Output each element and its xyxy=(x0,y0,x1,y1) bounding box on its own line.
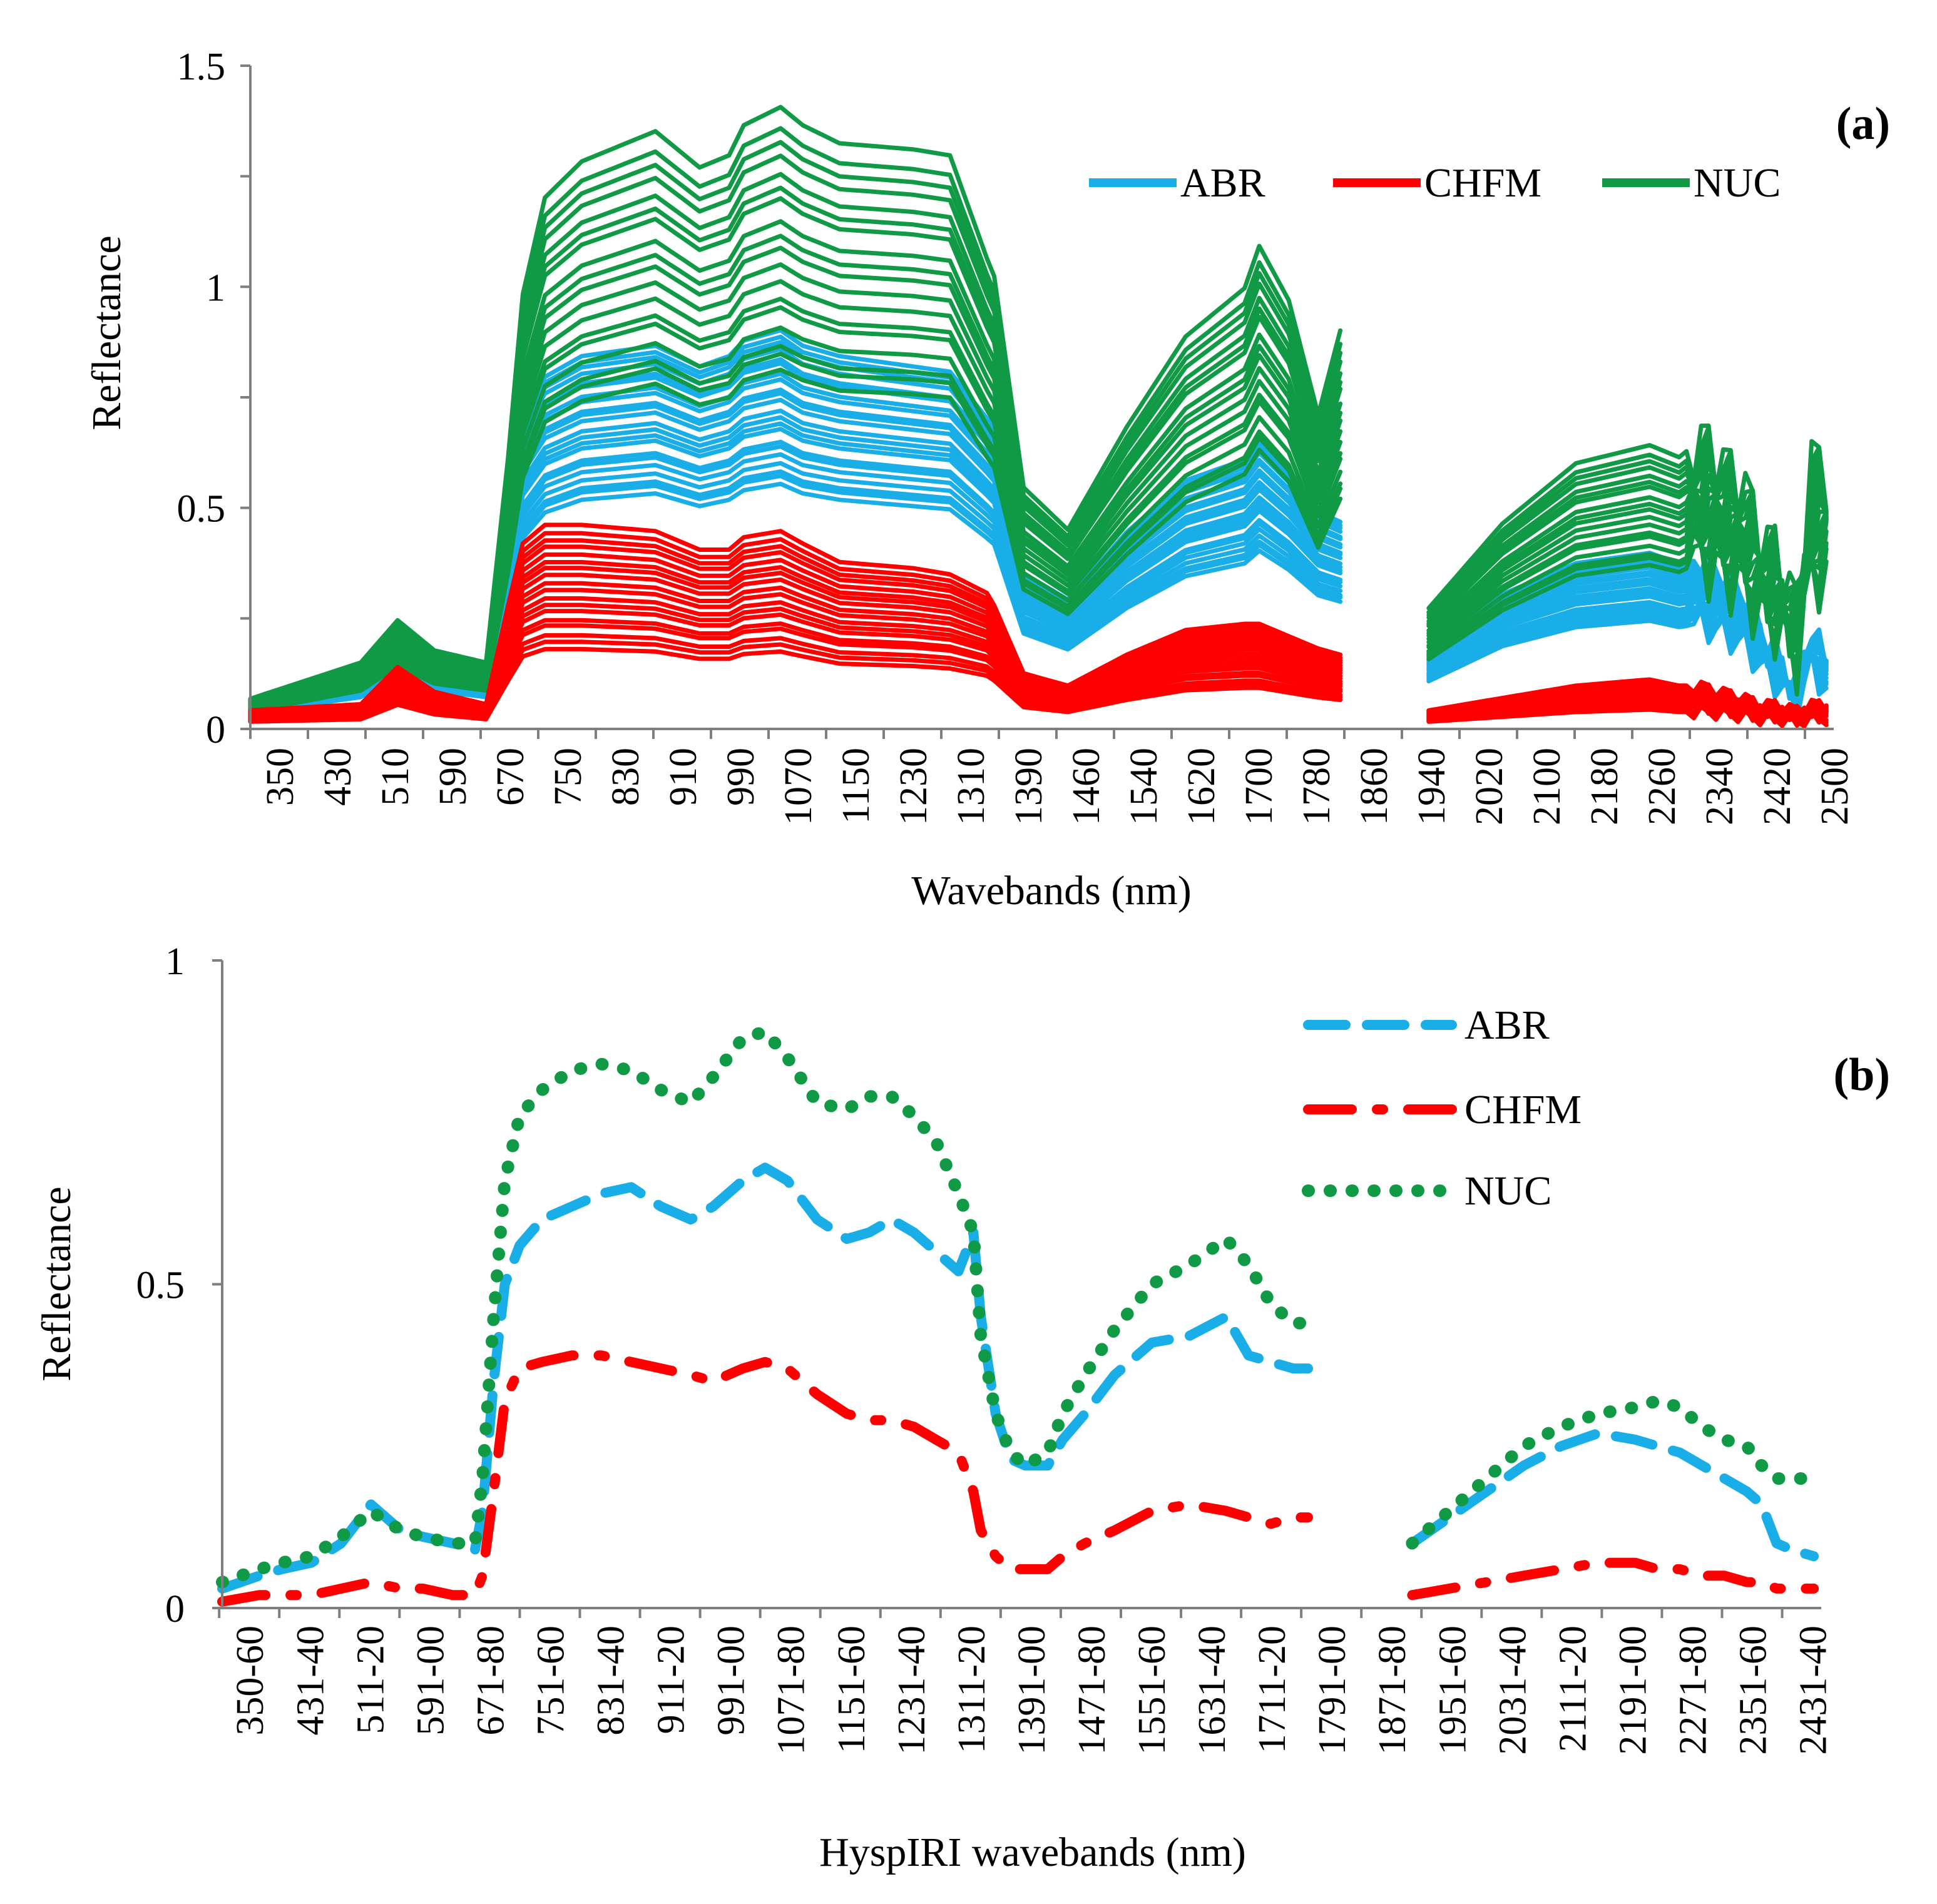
x-tick-label: 830 xyxy=(605,748,647,806)
x-tick-label: 590 xyxy=(432,748,474,806)
y-tick-label: 0 xyxy=(206,709,225,751)
x-tick-label: 1551-60 xyxy=(1131,1626,1173,1755)
y-tick-label: 1.5 xyxy=(177,46,226,88)
series-line-nuc xyxy=(216,1025,1821,1589)
x-tick-label: 1540 xyxy=(1123,748,1165,825)
x-tick-label: 511-20 xyxy=(349,1626,392,1734)
x-tick-label: 1940 xyxy=(1411,748,1453,825)
x-tick-label: 1150 xyxy=(835,748,877,824)
panel-b-label: (b) xyxy=(1834,1049,1890,1101)
y-tick-label: 1 xyxy=(206,267,225,309)
x-tick-label: 751-60 xyxy=(529,1626,572,1736)
legend-label-nuc: NUC xyxy=(1464,1168,1551,1214)
x-tick-label: 1871-80 xyxy=(1371,1626,1414,1755)
spectra-nuc xyxy=(248,104,1829,714)
x-tick-label: 350-60 xyxy=(229,1626,272,1736)
spectrum-line-chfm xyxy=(248,522,1829,716)
x-tick-label: 831-40 xyxy=(590,1626,633,1736)
x-tick-label: 1860 xyxy=(1353,748,1396,825)
legend-label-abr: ABR xyxy=(1464,1002,1550,1048)
x-tick-label: 430 xyxy=(317,748,359,806)
x-tick-label: 1070 xyxy=(777,748,820,825)
x-tick-label: 1310 xyxy=(950,748,993,825)
x-tick-label: 1780 xyxy=(1296,748,1338,825)
y-tick-label: 0.5 xyxy=(177,488,226,531)
x-tick-label: 991-00 xyxy=(710,1626,753,1736)
x-tick-label: 1471-80 xyxy=(1071,1626,1113,1755)
x-tick-label: 750 xyxy=(547,748,590,806)
panel-a-tick-labels: 0 0.5 1 1.5 350 430 510 590 670 750 830 910 990 1070 1… xyxy=(177,46,1857,825)
panel-a-legend: ABR CHFM NUC xyxy=(1089,160,1781,206)
x-tick-label: 350 xyxy=(259,748,302,806)
x-tick-label: 1951-60 xyxy=(1431,1626,1474,1755)
x-tick-label: 1700 xyxy=(1238,748,1280,825)
x-tick-label: 2431-40 xyxy=(1792,1626,1835,1755)
x-tick-label: 2100 xyxy=(1526,748,1568,825)
panel-a: 0 0.5 1 1.5 350 430 510 590 670 750 830 910 990 1070 1… xyxy=(84,46,1890,914)
x-tick-label: 1460 xyxy=(1065,748,1108,825)
x-tick-label: 431-40 xyxy=(289,1626,332,1736)
x-tick-label: 2260 xyxy=(1641,748,1684,825)
y-tick-label: 0 xyxy=(165,1588,185,1631)
panel-b-series xyxy=(216,1025,1821,1607)
x-tick-label: 1151-60 xyxy=(831,1626,873,1753)
x-tick-label: 2191-00 xyxy=(1612,1626,1654,1755)
x-tick-label: 2340 xyxy=(1699,748,1741,825)
x-tick-label: 671-80 xyxy=(469,1626,512,1736)
x-tick-label: 1071-80 xyxy=(770,1626,813,1755)
x-tick-label: 2351-60 xyxy=(1732,1626,1775,1755)
x-tick-label: 1390 xyxy=(1008,748,1050,825)
legend-label-nuc: NUC xyxy=(1694,160,1781,206)
x-tick-label: 1231-40 xyxy=(891,1626,933,1755)
panel-b-tick-labels: 0 0.5 1 350-60 431-40 511-20 591-00 671-80 751-6… xyxy=(136,940,1835,1755)
spectrum-line-nuc xyxy=(248,104,1829,701)
panel-a-spectra xyxy=(248,104,1829,729)
x-tick-label: 1791-00 xyxy=(1311,1626,1354,1755)
x-tick-label: 2180 xyxy=(1583,748,1626,825)
series-line-chfm xyxy=(217,1350,1819,1607)
panel-a-axes xyxy=(240,64,1834,739)
panel-b-axes xyxy=(212,959,1821,1618)
y-tick-label: 0.5 xyxy=(136,1265,185,1307)
x-tick-label: 1711-20 xyxy=(1251,1626,1294,1753)
x-tick-label: 591-00 xyxy=(409,1626,452,1736)
x-tick-label: 911-20 xyxy=(650,1626,693,1734)
x-tick-label: 1631-40 xyxy=(1191,1626,1234,1755)
series-line-abr xyxy=(217,1163,1819,1594)
y-tick-label: 1 xyxy=(165,940,185,983)
legend-label-chfm: CHFM xyxy=(1464,1087,1582,1133)
panel-b: 0 0.5 1 350-60 431-40 511-20 591-00 671-80 751-6… xyxy=(34,940,1890,1875)
panel-b-x-axis-title: HyspIRI wavebands (nm) xyxy=(819,1830,1246,1875)
legend-label-abr: ABR xyxy=(1180,160,1265,206)
x-tick-label: 2111-20 xyxy=(1551,1626,1594,1752)
x-tick-label: 2020 xyxy=(1468,748,1511,825)
x-tick-label: 510 xyxy=(374,748,417,806)
panel-b-legend: ABR CHFM NUC xyxy=(1302,1002,1582,1214)
x-tick-label: 670 xyxy=(489,748,532,806)
panel-b-y-axis-title: Reflectance xyxy=(34,1186,79,1381)
x-tick-label: 2031-40 xyxy=(1491,1626,1534,1755)
panel-a-y-axis-title: Reflectance xyxy=(84,235,130,430)
panel-a-label: (a) xyxy=(1836,98,1890,150)
x-tick-label: 1391-00 xyxy=(1011,1626,1053,1755)
x-tick-label: 2500 xyxy=(1814,748,1856,825)
x-tick-label: 990 xyxy=(720,748,762,806)
x-tick-label: 2420 xyxy=(1756,748,1799,825)
legend-label-chfm: CHFM xyxy=(1424,160,1541,206)
x-tick-label: 910 xyxy=(662,748,705,806)
panel-a-x-axis-title: Wavebands (nm) xyxy=(911,868,1191,914)
spectra-chfm xyxy=(248,522,1829,729)
x-tick-label: 1311-20 xyxy=(951,1626,993,1753)
x-tick-label: 1230 xyxy=(892,748,935,825)
x-tick-label: 2271-80 xyxy=(1672,1626,1714,1755)
x-tick-label: 1620 xyxy=(1180,748,1223,825)
